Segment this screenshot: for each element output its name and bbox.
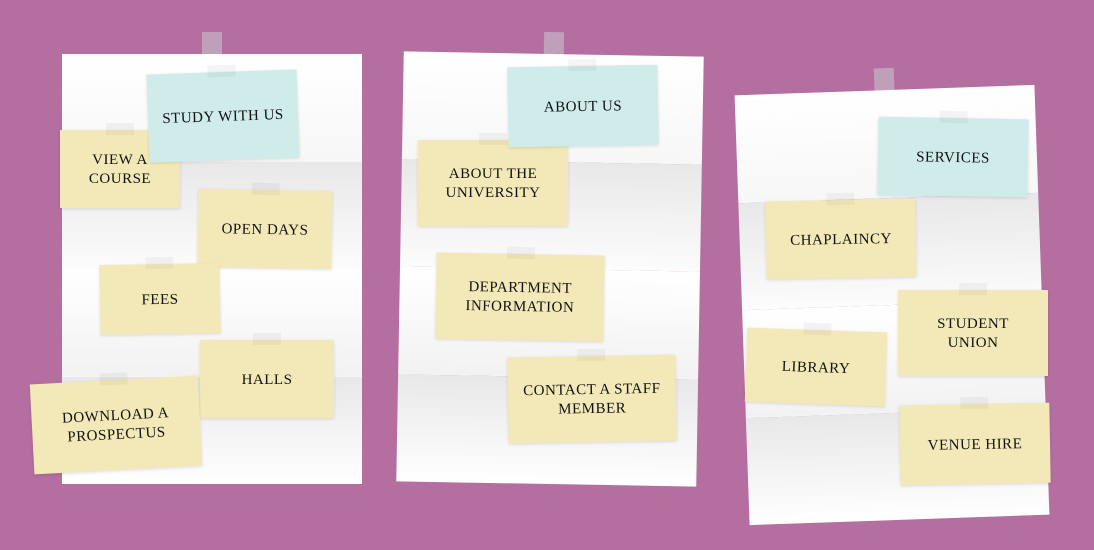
note-label: DOWNLOAD A PROSPECTUS (43, 404, 189, 449)
note-label: CHAPLAINCY (790, 230, 892, 251)
card-note[interactable]: HALLS (200, 340, 334, 418)
group-header-note[interactable]: ABOUT US (507, 65, 658, 148)
tape-icon (253, 333, 281, 345)
card-sort-board: STUDY WITH US VIEW A COURSE OPEN DAYS FE… (0, 0, 1094, 550)
card-note[interactable]: LIBRARY (745, 328, 887, 407)
card-note[interactable]: DOWNLOAD A PROSPECTUS (30, 376, 202, 475)
card-note[interactable]: CONTACT A STAFF MEMBER (507, 355, 676, 444)
note-label: STUDENT UNION (910, 315, 1036, 353)
tape-icon (568, 59, 596, 71)
tape-icon (940, 111, 968, 123)
note-label: LIBRARY (781, 357, 850, 378)
card-note[interactable]: OPEN DAYS (197, 189, 332, 269)
note-label: OPEN DAYS (221, 220, 308, 240)
note-label: ABOUT THE UNIVERSITY (430, 165, 556, 203)
tape-icon (959, 283, 987, 295)
note-label: SERVICES (916, 148, 990, 168)
tape-icon (826, 193, 854, 205)
card-note[interactable]: STUDENT UNION (898, 290, 1048, 376)
tape-icon (507, 247, 535, 259)
card-note[interactable]: FEES (99, 263, 220, 335)
note-label: DEPARTMENT INFORMATION (448, 278, 593, 318)
note-label: HALLS (242, 371, 293, 390)
note-label: FEES (141, 290, 178, 309)
tape-icon (252, 183, 280, 195)
note-label: VENUE HIRE (928, 435, 1023, 455)
tape-icon (207, 65, 235, 78)
tape-icon (960, 397, 988, 409)
tape-icon (803, 323, 831, 336)
card-note[interactable]: ABOUT THE UNIVERSITY (418, 140, 568, 226)
tape-icon (99, 372, 128, 385)
tape-icon (479, 133, 507, 145)
group-header-note[interactable]: STUDY WITH US (147, 69, 300, 162)
tape-icon (106, 123, 134, 135)
note-label: ABOUT US (544, 97, 623, 117)
card-note[interactable]: DEPARTMENT INFORMATION (435, 253, 604, 342)
card-note[interactable]: VENUE HIRE (899, 403, 1050, 486)
tape-icon (145, 257, 173, 269)
note-label: CONTACT A STAFF MEMBER (520, 380, 665, 420)
tape-icon (577, 349, 605, 361)
group-header-note[interactable]: SERVICES (877, 117, 1028, 198)
note-label: STUDY WITH US (162, 106, 284, 129)
card-note[interactable]: CHAPLAINCY (765, 199, 916, 280)
